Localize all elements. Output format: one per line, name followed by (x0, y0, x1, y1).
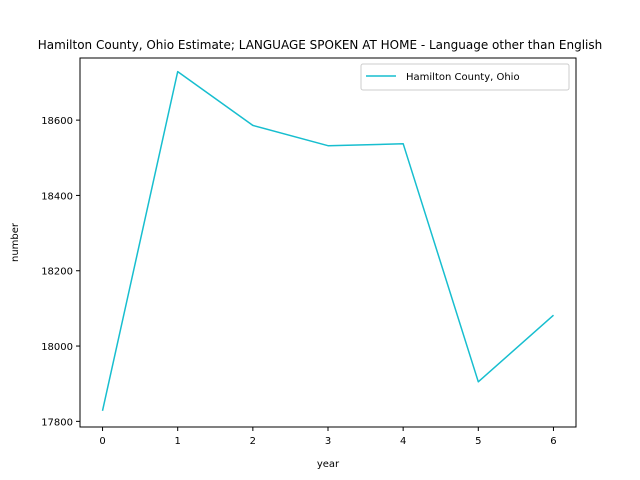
legend-box (360, 63, 570, 91)
y-tick-label: 18400 (41, 191, 73, 202)
x-tick-label: 6 (550, 436, 556, 447)
plot-area (79, 57, 577, 428)
x-tick-label: 1 (175, 436, 181, 447)
y-tick-label: 18200 (41, 267, 73, 278)
series-group (101, 70, 554, 411)
legend-label-hamilton-county: Hamilton County, Ohio (406, 72, 520, 83)
y-axis-ticks: 17800 18000 18200 18400 18600 (41, 116, 80, 428)
x-tick-label: 5 (475, 436, 481, 447)
x-tick-label: 2 (250, 436, 256, 447)
chart-title: Hamilton County, Ohio Estimate; LANGUAGE… (38, 38, 602, 52)
legend: Hamilton County, Ohio (360, 63, 570, 91)
x-axis-label: year (317, 459, 340, 470)
y-tick-label: 17800 (41, 417, 73, 428)
x-axis-ticks: 0 1 2 3 4 5 6 (99, 427, 557, 447)
series-line-hamilton-county (101, 70, 554, 411)
x-tick-label: 4 (400, 436, 406, 447)
y-axis-label: number (10, 222, 21, 262)
y-tick-label: 18600 (41, 116, 73, 127)
x-tick-label: 0 (99, 436, 105, 447)
x-tick-label: 3 (325, 436, 331, 447)
y-tick-label: 18000 (41, 342, 73, 353)
